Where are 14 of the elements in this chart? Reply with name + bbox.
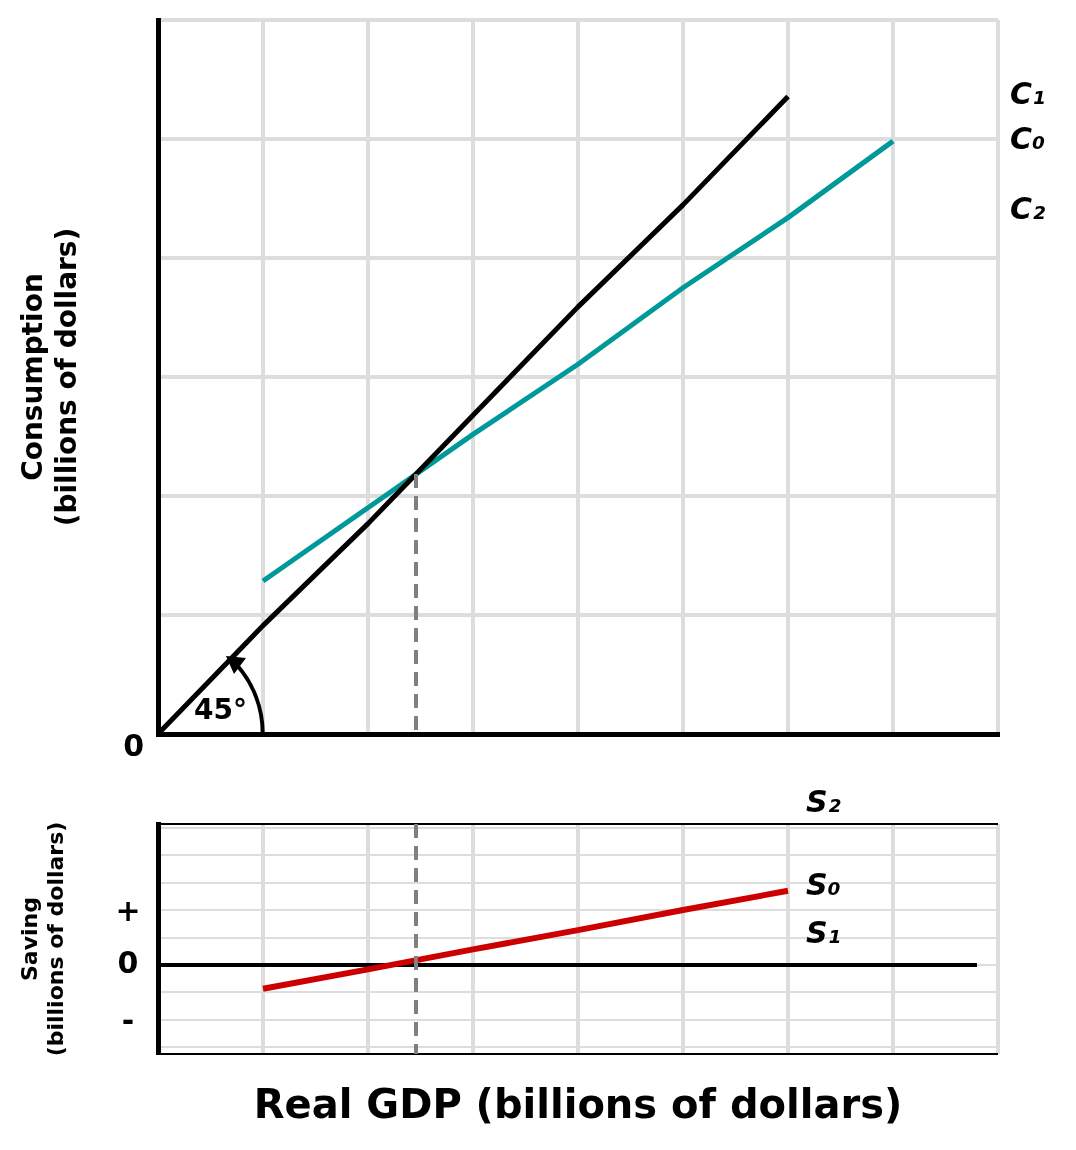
x-axis-title: Real GDP (billions of dollars) [253,1081,903,1128]
text: C₁ [1010,76,1046,112]
text: 0 [117,944,139,980]
annotation: S₁ [806,914,841,950]
text: - [121,1002,135,1038]
series-label: S₀ [806,866,841,902]
text: + [115,892,141,928]
text: C₂ [1010,190,1046,226]
annotation: 45° [194,693,247,727]
y-axis-title: Saving (billions of dollars) [16,821,69,1057]
text: C₀ [1010,120,1046,156]
text: S₂ [806,783,841,819]
text: 0 [123,727,144,763]
y-axis-title: Consumption (billions of dollars) [16,227,83,527]
